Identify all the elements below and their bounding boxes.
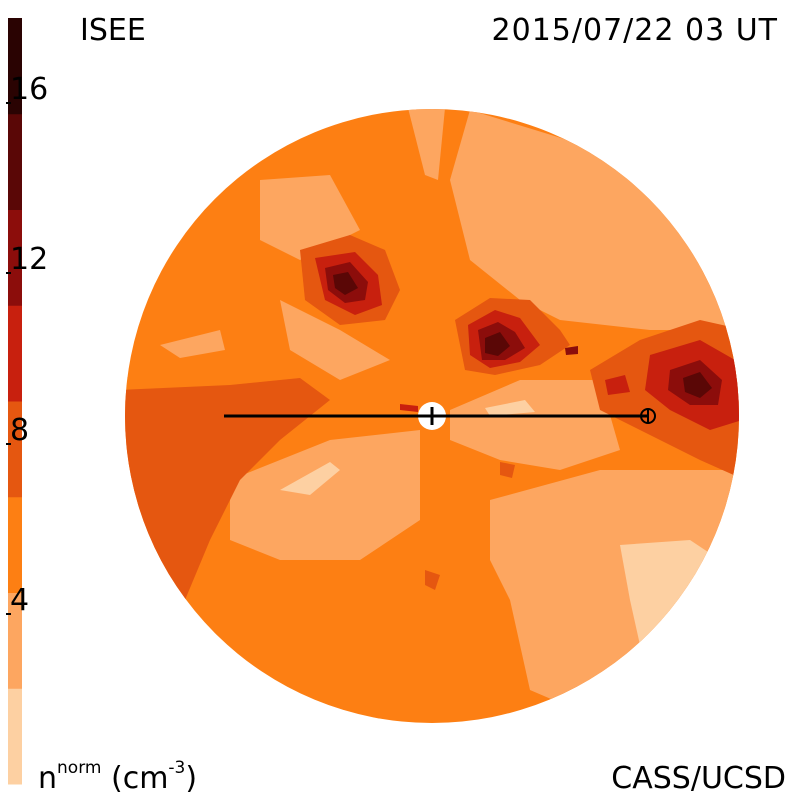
colorbar-level-7 bbox=[8, 18, 22, 115]
colorbar-tick-mark bbox=[6, 102, 11, 105]
observatory-label: ISEE bbox=[80, 13, 146, 48]
density-region-light-left bbox=[260, 175, 360, 260]
colorbar-tick-mark bbox=[6, 442, 11, 445]
timestamp-label: 2015/07/22 03 UT bbox=[491, 13, 778, 48]
density-region-palest-center bbox=[485, 400, 535, 416]
density-region-small-right bbox=[500, 462, 515, 478]
density-region-red-small-2 bbox=[400, 404, 418, 412]
density-region-light-mid-left bbox=[280, 300, 390, 380]
colorbar-level-5 bbox=[8, 209, 22, 306]
colorbar-tick-label: 8 bbox=[10, 412, 30, 448]
density-region-light-lower bbox=[230, 430, 420, 560]
density-core-right-inner bbox=[683, 372, 712, 398]
colorbar-tick-mark bbox=[6, 612, 11, 615]
density-core-small bbox=[565, 346, 578, 355]
density-region-light-upper-right bbox=[450, 110, 739, 330]
density-region-left-band bbox=[125, 378, 330, 600]
colorbar-level-0 bbox=[8, 688, 22, 785]
density-region-palest-lower-right bbox=[620, 540, 720, 645]
density-map bbox=[125, 109, 739, 723]
colorbar-tick-mark bbox=[6, 272, 11, 275]
density-core-center-inner bbox=[485, 332, 510, 356]
density-region-palest-lower-left bbox=[280, 462, 340, 495]
colorbar-level-2 bbox=[8, 496, 22, 593]
density-region-light-center-right bbox=[450, 380, 620, 470]
earth-icon bbox=[640, 408, 656, 424]
density-region-light-small-left bbox=[160, 330, 225, 358]
colorbar-tick-label: 16 bbox=[10, 72, 49, 108]
density-region-light-upper bbox=[408, 109, 445, 180]
colorbar-tick-label: 12 bbox=[10, 242, 49, 278]
credit-label: CASS/UCSD bbox=[611, 761, 786, 796]
colorbar-level-4 bbox=[8, 305, 22, 402]
colorbar-level-3 bbox=[8, 401, 22, 498]
colorbar-unit-label: nnorm (cm-3) bbox=[38, 758, 198, 796]
colorbar-level-6 bbox=[8, 113, 22, 210]
colorbar-tick-label: 4 bbox=[10, 582, 30, 618]
density-core-upper-left-inner bbox=[333, 272, 358, 295]
density-region-small-lower bbox=[425, 570, 440, 590]
density-region-red-small-1 bbox=[605, 375, 630, 395]
colorbar-level-1 bbox=[8, 592, 22, 689]
